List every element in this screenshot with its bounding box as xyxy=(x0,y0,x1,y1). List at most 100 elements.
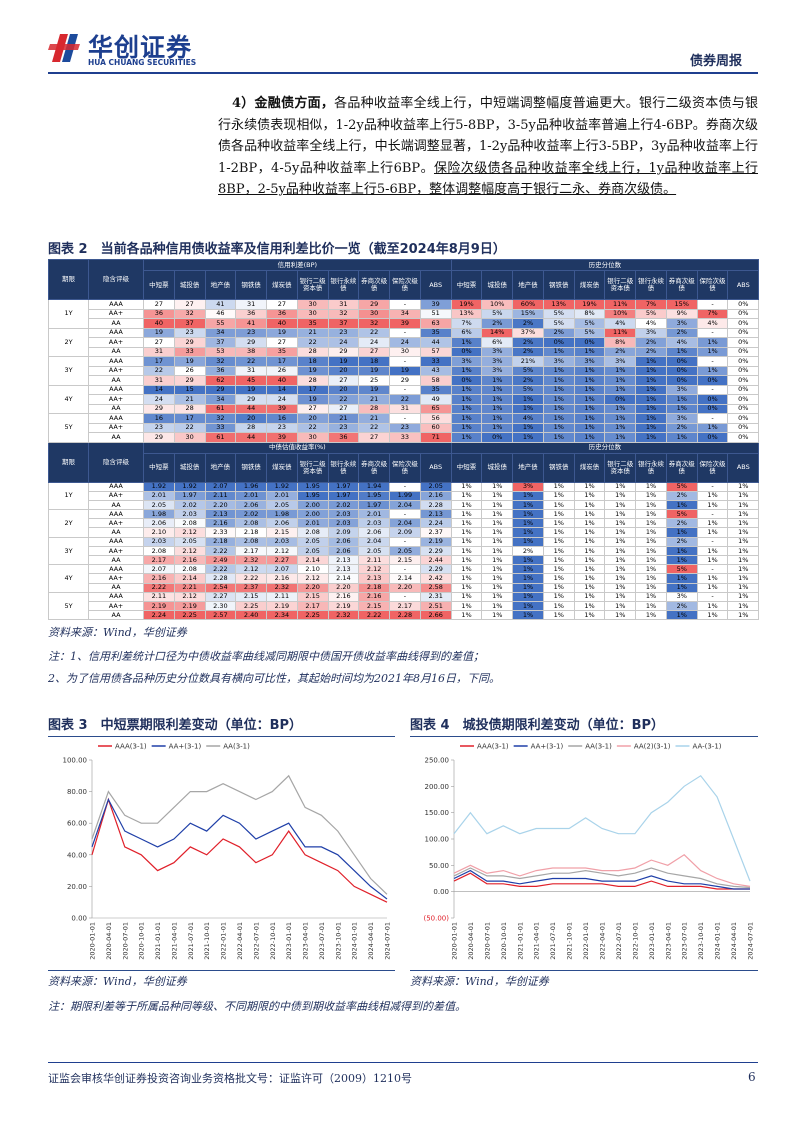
footer-text: 证监会审核华创证券投资咨询业务资格批文号：证监许可（2009）1210号 xyxy=(48,1072,412,1085)
table-cell: 43 xyxy=(419,365,452,376)
table-cell: 钢铁债 xyxy=(235,452,267,483)
table-cell: 23 xyxy=(235,327,267,338)
table-cell: 2.03 xyxy=(173,509,206,520)
series-line xyxy=(91,797,388,900)
table-cell: 29 xyxy=(143,432,175,443)
table-cell: AAA xyxy=(88,536,144,547)
table-cell: AA+ xyxy=(88,365,144,376)
table-cell: 1% xyxy=(573,365,606,376)
table-cell: 5% xyxy=(573,327,606,338)
table-row: AA+ 27 29 37 29 27 22 24 24 24 44 1% 6% 2% 0% 0% 8% 2% 4% 1… xyxy=(49,337,760,348)
table-cell: 1% xyxy=(481,536,514,547)
table-cell: 1% xyxy=(635,403,667,414)
table-cell: 0% xyxy=(727,356,760,367)
table-cell: 2.12 xyxy=(173,527,206,538)
header-rule xyxy=(48,72,758,74)
table-cell: 1% xyxy=(512,518,544,529)
table-cell: 2.24 xyxy=(143,610,175,621)
table-cell: 30 xyxy=(296,299,329,310)
table-cell: 1% xyxy=(512,499,544,511)
table-cell: 1% xyxy=(604,536,637,547)
table-cell: 1% xyxy=(450,536,483,547)
table-cell: 2.08 xyxy=(173,518,206,529)
table-cell: 1% xyxy=(542,422,575,433)
table-cell: 20 xyxy=(327,384,360,395)
table-cell: 5% xyxy=(512,365,544,376)
brand-en: HUA CHUANG SECURITIES xyxy=(88,58,197,67)
table-cell: 44 xyxy=(419,337,452,348)
table-cell: 1% xyxy=(450,573,483,584)
table-cell: 1% xyxy=(450,554,483,566)
table-cell: 53 xyxy=(204,346,237,357)
table-cell: 5% xyxy=(665,509,698,520)
table-cell: 17 xyxy=(143,356,175,367)
table-cell: 银行二级资本债 xyxy=(296,270,329,300)
table-cell: 1% xyxy=(635,356,667,367)
x-tick-label: 2020-10-01 xyxy=(138,922,146,960)
table-cell: 1% xyxy=(450,499,483,511)
table-cell: 银行永续债 xyxy=(635,270,667,300)
table-cell: 1% xyxy=(696,545,729,557)
table-cell: 1% xyxy=(573,545,606,557)
table-cell: 28 xyxy=(296,375,329,386)
x-tick-label: 2023-10-01 xyxy=(697,922,705,960)
table-cell: AA+ xyxy=(88,490,144,501)
table-cell: 31 xyxy=(235,365,267,376)
table-cell: 1% xyxy=(481,545,514,557)
table-cell: 1% xyxy=(604,509,637,520)
table-cell: 2.20 xyxy=(296,582,329,593)
table-cell: 16 xyxy=(143,413,175,424)
table-cell: 历史分位数 xyxy=(450,259,760,271)
table-cell: 1% xyxy=(696,490,729,501)
table-cell: 2.32 xyxy=(235,554,267,566)
table-cell: 26 xyxy=(173,365,206,376)
table-cell: 65 xyxy=(419,403,452,414)
table-cell: 2.08 xyxy=(235,518,267,529)
table-cell: 3Y xyxy=(48,356,89,386)
table-cell: 1% xyxy=(542,365,575,376)
table-cell: - xyxy=(696,384,729,395)
table-cell: 1% xyxy=(573,481,606,492)
table-cell: 1% xyxy=(604,591,637,602)
table-cell: 2.34 xyxy=(266,610,298,621)
table-cell: 14 xyxy=(143,384,175,395)
table-cell: 22 xyxy=(143,365,175,376)
y-tick-label: 40.00 xyxy=(67,851,87,859)
table-cell: 1% xyxy=(481,413,514,424)
table-cell: 5% xyxy=(573,318,606,329)
table-cell: 2.15 xyxy=(358,600,390,612)
table-cell: 2.09 xyxy=(389,527,421,538)
table-cell: 钢铁债 xyxy=(235,270,267,300)
table-cell: 2.58 xyxy=(419,582,452,593)
x-tick-label: 2022-10-01 xyxy=(269,922,277,960)
table-cell: 1% xyxy=(696,573,729,584)
table-cell: 0% xyxy=(727,432,760,443)
table-cell: 0% xyxy=(696,403,729,414)
table-cell: 2.27 xyxy=(204,591,237,602)
table-cell: 24 xyxy=(358,337,390,348)
series-line xyxy=(453,854,751,887)
table-cell: 2.04 xyxy=(358,536,390,547)
table-cell: 22 xyxy=(235,356,267,367)
x-tick-label: 2020-07-01 xyxy=(121,922,129,960)
table-cell: 银行永续债 xyxy=(327,452,360,483)
table-cell: 1% xyxy=(512,490,544,501)
table-cell: 1% xyxy=(604,413,637,424)
table-cell: 39 xyxy=(266,432,298,443)
table-cell: 20 xyxy=(327,365,360,376)
table-cell: 1% xyxy=(512,422,544,433)
table-cell: 1% xyxy=(512,536,544,547)
table-cell: 35 xyxy=(419,327,452,338)
y-tick-label: 100.00 xyxy=(63,757,88,765)
table-cell: 23 xyxy=(389,422,421,433)
x-tick-label: 2022-07-01 xyxy=(252,922,260,960)
table-cell: 46 xyxy=(204,308,237,319)
table-cell: AAA xyxy=(88,384,144,395)
x-tick-label: 2020-04-01 xyxy=(105,922,113,960)
table-cell: 2.11 xyxy=(143,591,175,602)
table-cell: 19 xyxy=(327,356,360,367)
table-cell: 29 xyxy=(173,375,206,386)
chart-title: 图表 4 城投债期限利差变动（单位：BP） xyxy=(410,714,758,737)
doc-type: 债券周报 xyxy=(690,54,743,69)
table-cell: 29 xyxy=(358,299,390,310)
